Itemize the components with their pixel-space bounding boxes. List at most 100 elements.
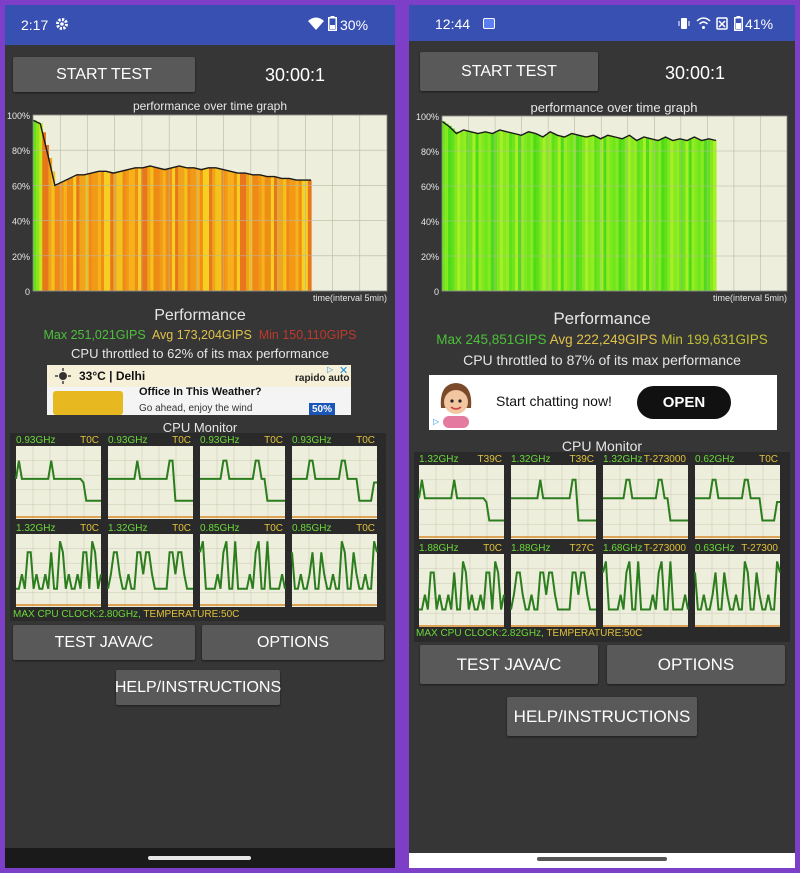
options-button[interactable]: OPTIONS [607,645,785,684]
performance-line [441,120,717,142]
graph-bar [621,138,626,291]
graph-bar [481,132,486,291]
graph-bar [652,139,656,291]
options-button[interactable]: OPTIONS [202,625,384,660]
status-bar: 12:44 41% [409,5,795,41]
ad-info-icon[interactable]: ▷ [327,365,334,374]
graph-bar [168,168,173,291]
ad-brand-logo: rapido auto [295,373,350,384]
core-activity-line [602,561,689,611]
core-frequency: 1.32GHz [16,523,55,534]
cpu-monitor-panel: 0.93GHz T0C 0.93GHz T0C 0.93GHz T0C 0.93GHz T0C… [10,433,386,621]
graph-bar [178,166,182,291]
help-instructions-button[interactable]: HELP/INSTRUCTIONS [507,697,697,736]
graph-bar [615,137,620,291]
core-activity-line [603,478,688,522]
graph-bar [624,136,629,291]
home-gesture-bar[interactable] [537,857,667,861]
test-java-c-button[interactable]: TEST JAVA/C [13,625,195,660]
ad-close-icon[interactable]: ✕ [339,365,349,377]
graph-bar [627,135,632,291]
graph-bar [205,167,210,291]
graph-bar [307,180,312,291]
ad-auto-image [53,391,123,415]
start-test-button[interactable]: START TEST [13,57,195,92]
core-frequency: 1.32GHz [419,454,458,465]
graph-bar [676,138,681,291]
graph-bar [230,171,235,291]
throttle-text: CPU throttled to 87% of its max performa… [463,352,741,368]
graph-bar [658,139,662,291]
graph-bar [215,168,219,291]
core-temperature: T0C [483,543,502,554]
graph-bar [557,135,562,291]
y-tick-label: 80% [421,147,439,157]
max-cpu-clock: MAX CPU CLOCK:2.80GHz, [13,609,141,620]
core-graph-background [16,446,101,519]
home-gesture-bar[interactable] [148,856,251,860]
help-instructions-button[interactable]: HELP/INSTRUCTIONS [115,670,281,705]
min-gips: Min 150,110GIPS [258,328,357,342]
graph-bar [48,157,53,291]
graph-bar [496,131,501,291]
test-java-c-button[interactable]: TEST JAVA/C [420,645,598,684]
status-time: 2:17 [21,17,49,33]
graph-bar [639,137,644,291]
graph-bar [150,166,155,291]
graph-bar [224,170,229,291]
graph-bar [530,132,534,291]
graph-title: performance over time graph [132,99,288,113]
battery-percent: 30% [340,17,369,33]
core-temperature: T27C [570,543,594,554]
graph-frame [32,114,388,292]
graph-bar [451,128,455,291]
y-tick-label: 40% [421,217,439,227]
graph-title: performance over time graph [530,100,698,115]
graph-bar [138,167,142,291]
graph-bar [499,130,504,291]
core-frequency: 0.93GHz [292,435,331,446]
core-activity-line [108,459,193,502]
graph-bar [270,176,275,291]
core-temperature: T0C [172,523,191,534]
throttle-text: CPU throttled to 62% of its max performa… [71,346,329,361]
graph-bar [255,174,260,291]
right-phone-screen: 12:44 41% START TEST 30:00:1 performance… [409,5,795,868]
graph-bar [493,132,498,291]
left-phone-screen: 2:17 30% START TEST 30:00:1 performance … [5,5,395,868]
graph-bar [670,140,674,291]
core-temperature: T0C [80,435,99,446]
graph-bar [618,138,623,291]
chat-ad-banner[interactable]: Start chatting now! OPEN ▷ [429,375,777,430]
core-graph-background [200,534,285,607]
core-frequency: 1.88GHz [419,543,458,554]
graph-bar [273,177,278,291]
graph-bar [196,168,201,291]
core-activity-line [419,561,505,611]
graph-bar [636,139,641,291]
graph-bar [691,137,696,291]
graph-bar [45,144,50,291]
start-test-button[interactable]: START TEST [420,52,598,91]
core-frequency: 0.93GHz [108,435,147,446]
core-temperature: T0C [356,523,375,534]
weather-ad-banner[interactable]: 33°C | Delhi rapido auto ▷ ✕ Office In T… [47,365,351,415]
graph-bar [515,133,519,291]
graph-bar [209,167,213,291]
ad-open-button[interactable]: OPEN [637,386,731,419]
ad-discount-badge: 50% [309,403,336,415]
graph-bar [79,174,84,291]
graph-bar [655,140,659,291]
graph-bar [134,167,139,291]
y-tick-label: 20% [421,252,439,262]
performance-title: Performance [553,309,651,328]
graph-bar [246,173,250,291]
graph-bar [236,173,241,291]
graph-bar [585,136,589,291]
graph-bar [187,167,192,291]
graph-bar [113,172,117,291]
ad-info-icon[interactable]: ▷ [433,417,440,426]
core-activity-line [107,551,193,590]
graph-bar [116,172,121,291]
wifi-icon [308,17,324,30]
